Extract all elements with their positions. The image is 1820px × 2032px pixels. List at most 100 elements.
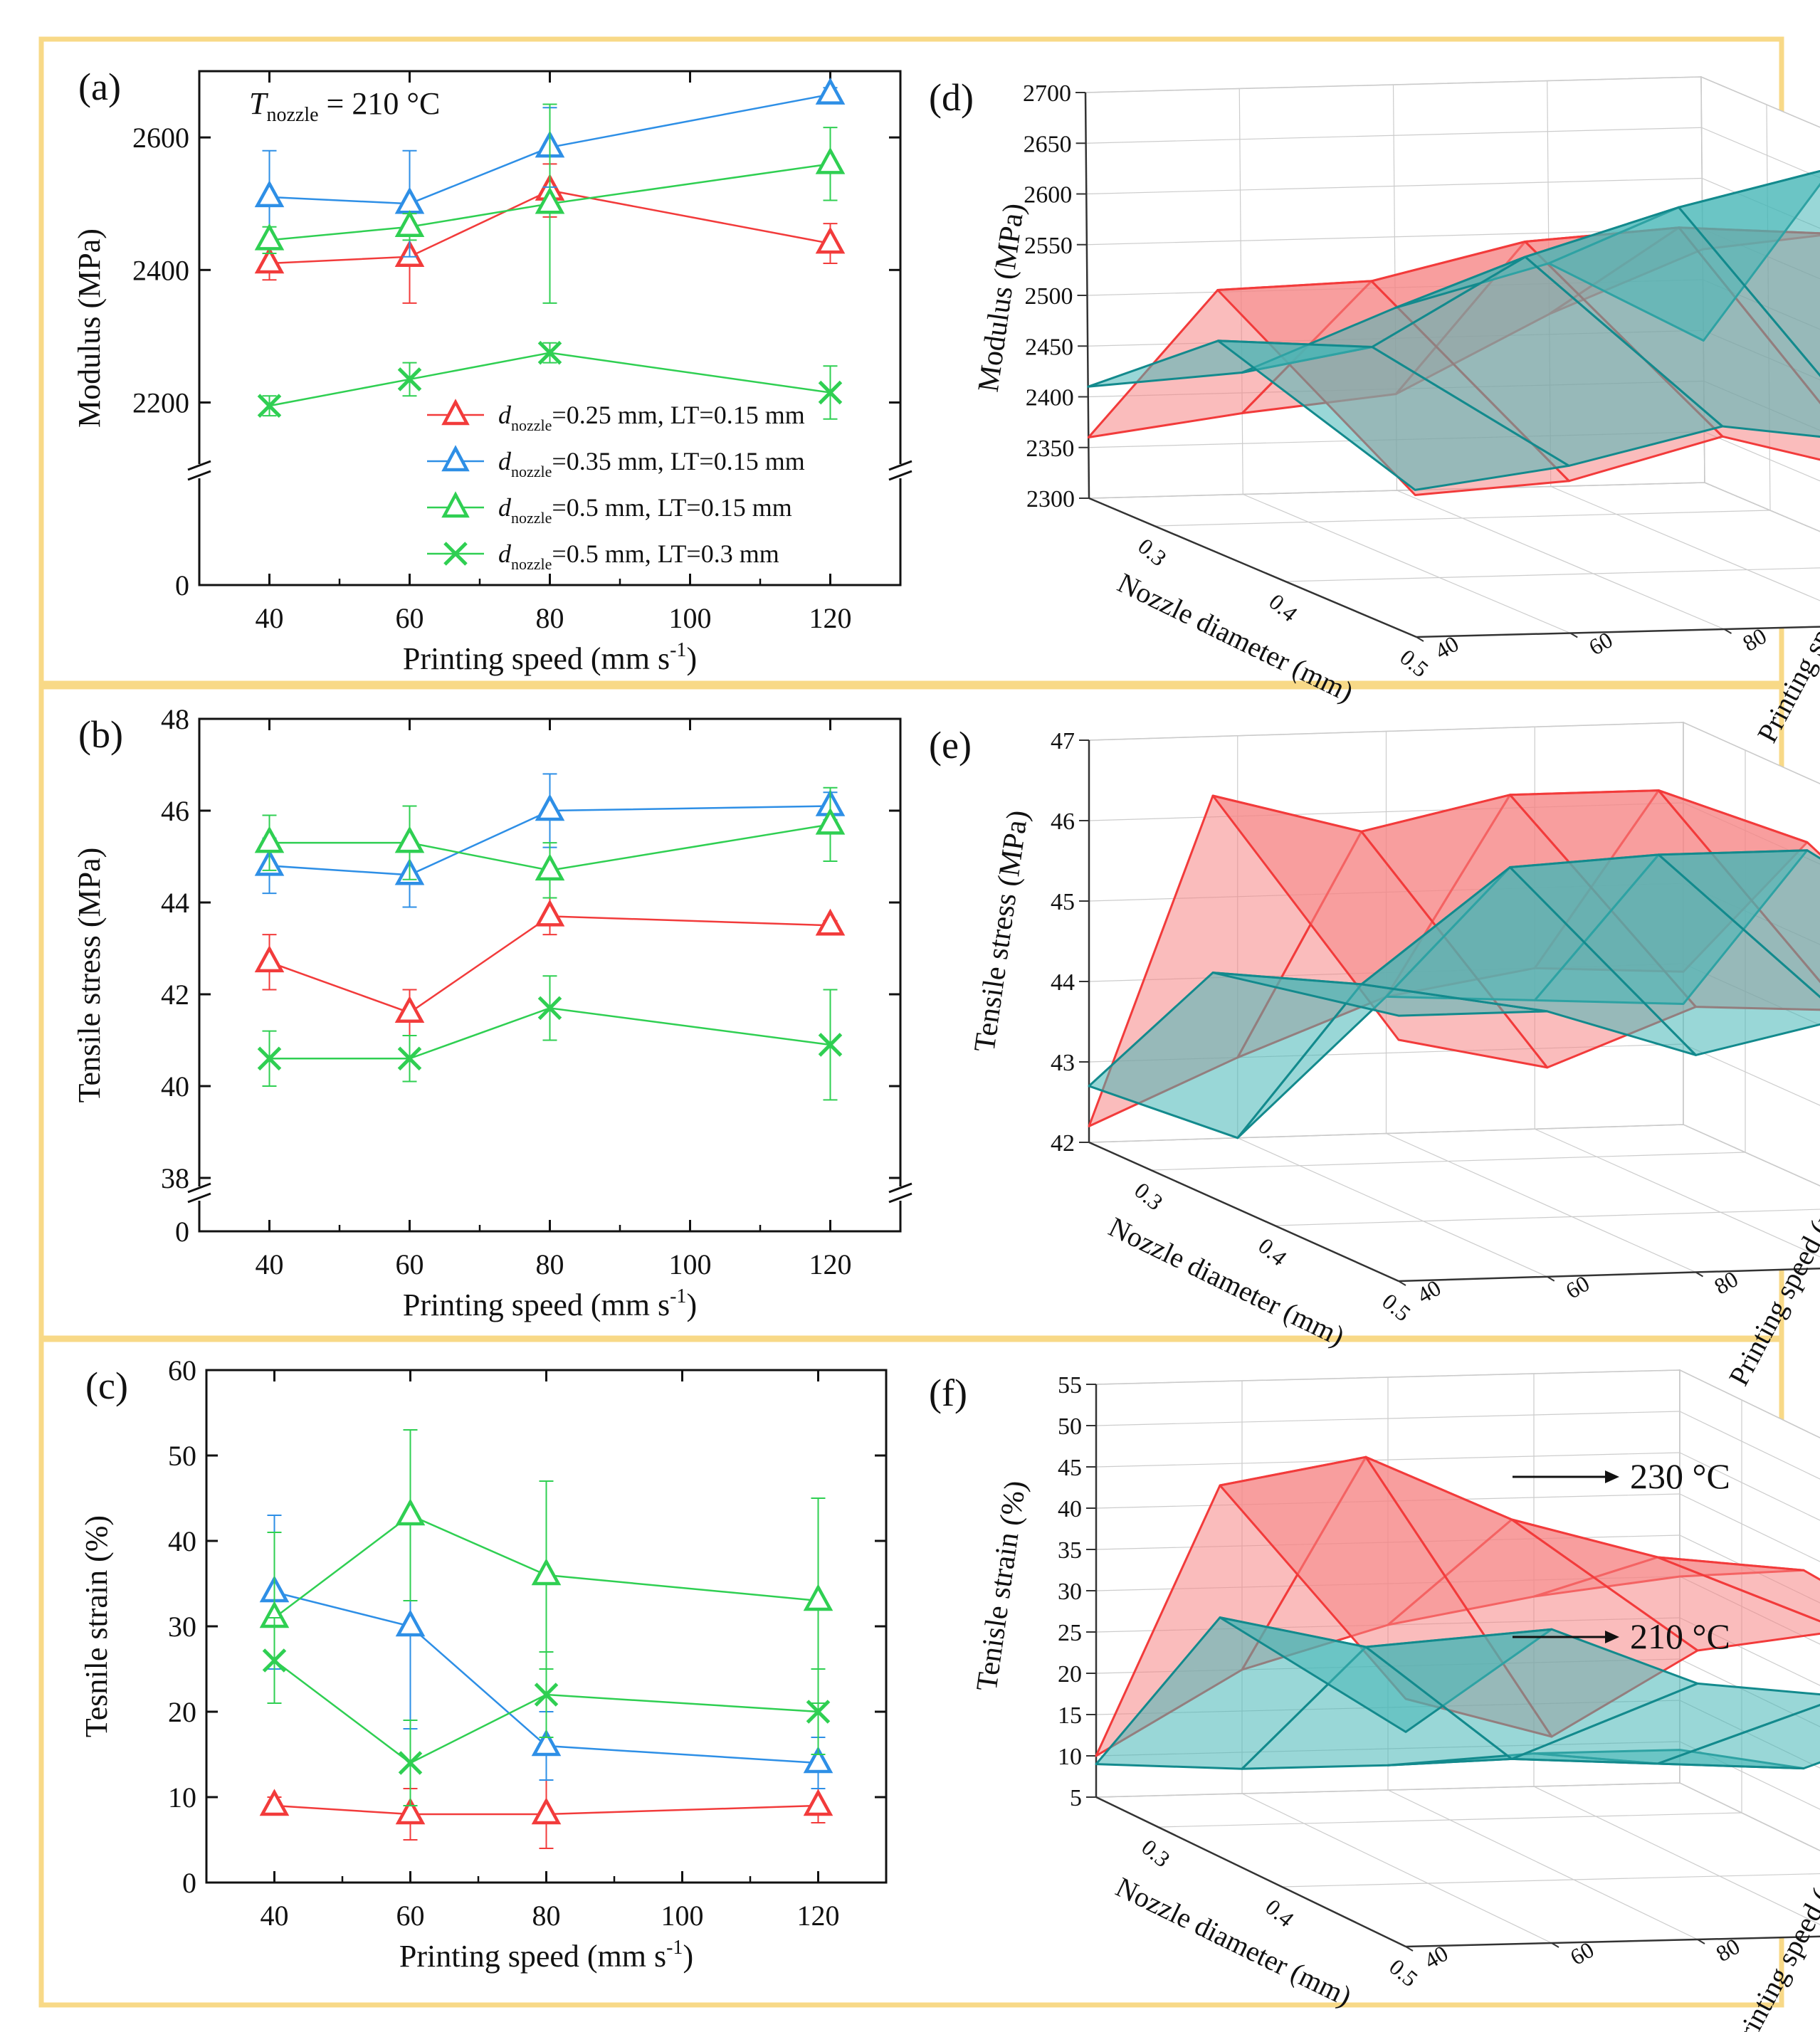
x-tick-label: 0.4 (1253, 1233, 1292, 1270)
y-tick-label: 2400 (132, 254, 189, 286)
z-tick-label: 2550 (1024, 233, 1073, 259)
surface-face-210 (1524, 206, 1820, 438)
data-point-triangle (535, 853, 565, 881)
temperature-annotation: Tnozzle = 210 °C (249, 86, 440, 126)
surface-chart-3: 5101520253035404550550.30.40.54060801001… (929, 1369, 1820, 2032)
data-point-x (818, 1033, 843, 1057)
series-1 (259, 1779, 833, 1849)
data-point-triangle (254, 223, 285, 251)
legend-entry-2: dnozzle=0.35 mm, LT=0.15 mm (498, 447, 805, 480)
grid-y (1387, 1789, 1698, 1940)
data-point-triangle (815, 77, 846, 105)
y-tick-label: 2200 (132, 387, 189, 419)
series-3 (254, 786, 846, 899)
x-tick-label: 120 (797, 1900, 840, 1932)
line-chart-3: 40 60 80 100 120 0 10 20 30 40 50 60 (c) Tesnile stra… (79, 1354, 888, 1974)
y-tick-label: 60 (168, 1354, 196, 1386)
x-tick-label: 100 (661, 1900, 704, 1932)
grid-y (1683, 1124, 1820, 1186)
data-point-triangle (394, 210, 425, 238)
z-tick-label: 5 (1070, 1785, 1082, 1811)
surface-chart-2: 4243444546470.30.40.5406080100120(e)Tens… (929, 721, 1820, 1391)
surface-face-210 (1509, 853, 1820, 1056)
z-tick-label: 2300 (1026, 486, 1075, 512)
surface-face-210 (1656, 1703, 1820, 1770)
x-tick-label: 80 (532, 1900, 561, 1932)
data-point-triangle (254, 246, 285, 274)
x-tick-label: 0.3 (1130, 1177, 1168, 1215)
data-point-x (806, 1700, 831, 1724)
x-tick-label: 0.3 (1137, 1834, 1175, 1872)
y-tick-label: 0 (182, 1867, 196, 1899)
z-axis-label: Tensile stress (MPa) (969, 808, 1035, 1053)
surface-plots: 2300235024002450250025502600265027000.30… (929, 75, 1820, 2032)
z-tick-label: 46 (1051, 809, 1075, 835)
z-axis-line (1084, 92, 1090, 499)
y-tick-label: 50 (168, 1440, 196, 1472)
grid-y (1396, 490, 1725, 630)
x-tick-label: 80 (536, 602, 564, 634)
axis-break-mark (187, 470, 211, 481)
legend-entry-1: dnozzle=0.25 mm, LT=0.15 mm (498, 401, 805, 434)
z-tick-label: 2600 (1024, 182, 1072, 209)
z-tick-label: 40 (1058, 1496, 1082, 1522)
y-axis-label: Tesnile strain (%) (79, 1515, 114, 1737)
series-4 (262, 1617, 831, 1806)
y-tick-label: 20 (168, 1696, 196, 1728)
z-tick-label: 42 (1051, 1130, 1075, 1157)
axis-break-mark (187, 460, 211, 471)
data-point-x (257, 394, 282, 418)
series-1 (254, 897, 846, 1037)
data-point-triangle (815, 147, 846, 174)
temperature-label-2: 210 °C (1630, 1616, 1730, 1656)
z-tick-label: 43 (1051, 1050, 1075, 1076)
data-point-x (534, 1683, 559, 1707)
surface-face-230 (1510, 1518, 1820, 1652)
series-line (269, 805, 831, 876)
x-tick-label: 60 (396, 1900, 425, 1932)
grid-y (1550, 485, 1820, 601)
z-tick-label: 2450 (1025, 334, 1073, 360)
annotation-arrowhead (1605, 1631, 1619, 1643)
grid-y (1533, 1786, 1820, 1925)
data-point-x (818, 380, 843, 405)
y-tick-label: 2600 (132, 122, 189, 154)
legend-marker (443, 542, 468, 566)
x-tick-label: 80 (536, 1248, 564, 1280)
grid-y (1535, 1128, 1820, 1258)
data-point-triangle (535, 899, 565, 927)
z-tick-label: 45 (1058, 1455, 1082, 1481)
annotation-arrowhead (1605, 1470, 1619, 1483)
z-tick-label: 25 (1058, 1620, 1082, 1646)
series-line (269, 163, 831, 241)
x-tick-label: 100 (669, 1248, 712, 1280)
data-point-triangle (395, 1609, 426, 1637)
y-tick-label: 40 (168, 1525, 196, 1557)
panel-label: (d) (929, 76, 974, 119)
z-tick-label: 20 (1058, 1661, 1082, 1688)
grid-y (1237, 1137, 1547, 1278)
x-axis-label: Printing speed (mm s-1) (403, 1285, 697, 1322)
y-tick-label: 42 (161, 979, 189, 1011)
x-axis-line (1095, 1796, 1406, 1948)
y-tick-label: 38 (161, 1162, 189, 1194)
z-tick-label: 2350 (1026, 436, 1074, 462)
z-tick-label: 47 (1051, 728, 1075, 754)
surface-face-210 (1657, 849, 1820, 999)
grid-z (1700, 76, 1820, 128)
x-tick-label: 40 (256, 602, 284, 634)
axis-break-mark (187, 1182, 211, 1194)
x-tick-label: 120 (809, 602, 852, 634)
grid-z (1679, 1411, 1820, 1480)
z-tick-label: 2700 (1023, 80, 1071, 107)
data-point-triangle (531, 1729, 562, 1757)
x-tick-label: 100 (669, 602, 712, 634)
y-tick-label: 44 (161, 887, 189, 919)
series-line (269, 352, 831, 407)
y-axis-label: Tensile stress (MPa) (72, 848, 107, 1103)
z-tick-label: 15 (1058, 1702, 1082, 1729)
data-point-triangle (803, 1789, 833, 1816)
data-point-triangle (259, 1789, 290, 1816)
temperature-label-1: 230 °C (1630, 1456, 1730, 1496)
